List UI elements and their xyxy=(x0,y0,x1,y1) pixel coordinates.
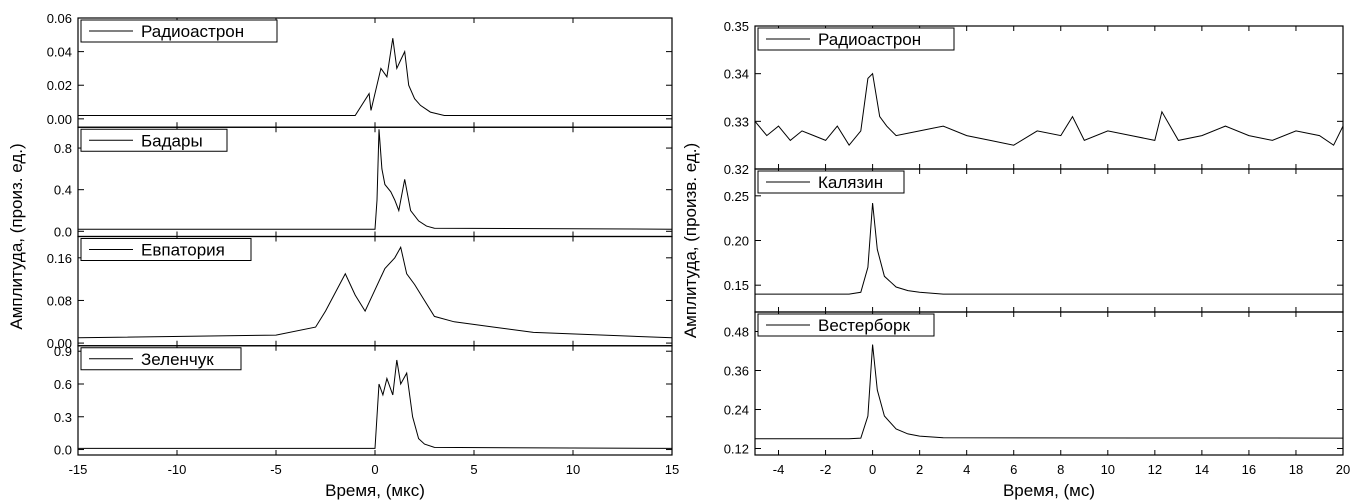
legend-box xyxy=(757,313,935,337)
y-tick-label: 0.9 xyxy=(54,344,72,359)
y-tick-label: 0.16 xyxy=(47,251,72,266)
legend: Бадары xyxy=(80,128,228,152)
legend: Радиоастрон xyxy=(80,19,278,43)
y-tick-label: 0.02 xyxy=(47,78,72,93)
y-tick-label: 0.34 xyxy=(724,67,749,82)
series-line xyxy=(77,245,673,339)
legend: Зеленчук xyxy=(80,347,242,371)
y-tick-label: 0.00 xyxy=(47,112,72,127)
y-tick-label: 0.06 xyxy=(47,11,72,26)
series-line xyxy=(78,129,673,230)
panel-1-2: 0.0 0.4 0.8 Бадары xyxy=(54,126,673,239)
y-tick-label: 0.12 xyxy=(724,442,749,457)
legend-label: Радиоастрон xyxy=(818,30,921,49)
series-line xyxy=(755,202,1343,295)
y-tick-label: 0.25 xyxy=(724,189,749,204)
x-tick-label: 10 xyxy=(566,462,580,477)
series-line xyxy=(78,359,673,449)
x-tick-label: 18 xyxy=(1289,462,1303,477)
x-tick-label: -15 xyxy=(69,462,88,477)
x-tick-label: 0 xyxy=(869,462,876,477)
y-axis-label: Амплитуда, (произв. ед.) xyxy=(681,143,700,338)
panel-2-3: 0.12 0.24 0.36 0.48 Вестерборк xyxy=(724,311,1344,457)
y-tick-label: 0.4 xyxy=(54,183,72,198)
legend: Калязин xyxy=(757,170,905,194)
legend: Радиоастрон xyxy=(757,27,955,51)
y-tick-label: 0.6 xyxy=(54,377,72,392)
legend: Вестерборк xyxy=(757,313,935,337)
x-tick-label: -5 xyxy=(270,462,282,477)
y-tick-label: 0.48 xyxy=(724,325,749,340)
y-tick-label: 0.00 xyxy=(47,336,72,351)
y-tick-label: 0.24 xyxy=(724,403,749,418)
x-tick-label: 4 xyxy=(963,462,970,477)
x-axis-label: Время, (мс) xyxy=(1003,481,1095,500)
panel-1-4: 0.0 0.3 0.6 0.9 Зеленчук xyxy=(54,344,673,458)
y-tick-label: 0.8 xyxy=(54,141,72,156)
legend-box xyxy=(757,170,905,194)
legend-box xyxy=(80,19,278,43)
legend-label: Евпатория xyxy=(141,241,225,260)
x-tick-label: 15 xyxy=(665,462,679,477)
legend-label: Вестерборк xyxy=(818,316,910,335)
y-tick-label: 0.04 xyxy=(47,45,72,60)
legend-box xyxy=(80,128,228,152)
series-line xyxy=(754,72,1344,147)
y-tick-label: 0.35 xyxy=(724,19,749,34)
panel-frame xyxy=(754,311,1344,456)
x-axis-label: Время, (мкс) xyxy=(325,481,425,500)
y-tick-label: 0.32 xyxy=(724,162,749,177)
x-tick-label: -10 xyxy=(168,462,187,477)
x-tick-label: 2 xyxy=(916,462,923,477)
x-tick-label: 5 xyxy=(470,462,477,477)
panel-2-1: 0.32 0.33 0.34 0.35 Радиоастрон xyxy=(724,19,1344,177)
panel-1-3: 0.00 0.08 0.16 Евпатория xyxy=(47,235,673,351)
x-tick-label: 14 xyxy=(1195,462,1209,477)
y-tick-label: 0.36 xyxy=(724,364,749,379)
y-tick-label: 0.08 xyxy=(47,293,72,308)
x-tick-label: 10 xyxy=(1101,462,1115,477)
x-tick-label: -2 xyxy=(820,462,832,477)
y-tick-label: 0.33 xyxy=(724,114,749,129)
legend-label: Калязин xyxy=(818,173,883,192)
series-line xyxy=(78,38,672,116)
x-tick-label: 0 xyxy=(371,462,378,477)
x-tick-label: -4 xyxy=(773,462,785,477)
panel-1-1: 0.00 0.02 0.04 0.06 Радиоастрон xyxy=(47,11,673,128)
x-tick-label: 12 xyxy=(1148,462,1162,477)
legend-label: Радиоастрон xyxy=(141,22,244,41)
legend: Евпатория xyxy=(80,238,252,261)
y-tick-label: 0.0 xyxy=(54,443,72,458)
legend-label: Зеленчук xyxy=(141,350,214,369)
x-tick-label: 8 xyxy=(1057,462,1064,477)
y-tick-label: 0.15 xyxy=(724,278,749,293)
panel-2-2: 0.15 0.20 0.25 Калязин xyxy=(724,168,1344,313)
y-tick-label: 0.20 xyxy=(724,234,749,249)
y-tick-label: 0.0 xyxy=(54,224,72,239)
legend-label: Бадары xyxy=(141,131,203,150)
x-tick-label: 16 xyxy=(1242,462,1256,477)
series-line xyxy=(755,344,1344,440)
legend-box xyxy=(757,27,955,51)
x-tick-label: 20 xyxy=(1336,462,1350,477)
x-tick-label: 6 xyxy=(1010,462,1017,477)
legend-box xyxy=(80,238,252,261)
y-tick-label: 0.3 xyxy=(54,410,72,425)
legend-box xyxy=(80,347,242,371)
y-axis-label: Амплитуда, (произ. ед.) xyxy=(7,143,26,329)
chart-right: 0.32 0.33 0.34 0.35 Радиоастрон 0.15 0.20 0.25 К… xyxy=(681,19,1350,500)
